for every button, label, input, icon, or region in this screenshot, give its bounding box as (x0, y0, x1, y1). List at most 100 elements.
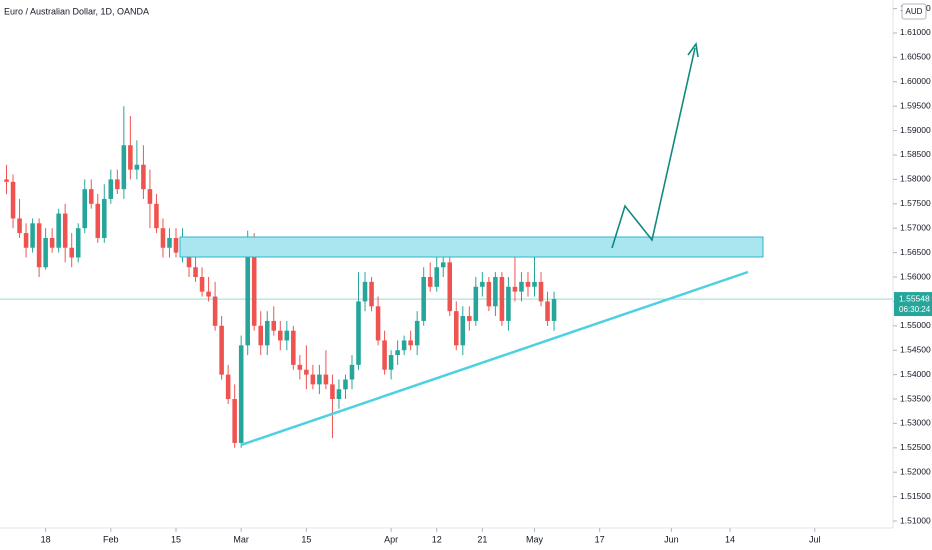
x-tick-label: Mar (233, 534, 249, 544)
x-tick-label: 17 (595, 534, 605, 544)
candle-body (467, 316, 472, 321)
y-tick-label: 1.54500 (900, 344, 931, 354)
candle-body (323, 374, 329, 385)
candle-body (23, 233, 29, 248)
trend-line (240, 270, 749, 447)
candle-body (17, 218, 22, 234)
candle-body (310, 374, 316, 385)
currency-label: AUD (906, 7, 923, 16)
candle-body (304, 369, 309, 375)
x-tick-label: 15 (171, 534, 181, 544)
candle-body (440, 262, 446, 268)
candle-body (362, 281, 368, 302)
candle-body (160, 228, 166, 248)
chart-title: Euro / Australian Dollar, 1D, OANDA (4, 6, 149, 16)
x-tick-label: Apr (384, 534, 398, 544)
y-tick-label: 1.54000 (900, 369, 931, 379)
y-tick-label: 1.56000 (900, 271, 931, 281)
candle-body (414, 320, 420, 346)
y-tick-label: 1.59500 (900, 100, 931, 110)
candle-body (460, 316, 466, 346)
y-tick-label: 1.61000 (900, 27, 931, 37)
candle-body (206, 291, 211, 297)
y-tick-label: 1.59000 (900, 125, 931, 135)
y-tick-label: 1.60000 (900, 76, 931, 86)
candle-body (356, 301, 361, 365)
candle-body (108, 179, 114, 199)
candle-body (115, 179, 120, 190)
candle-body (506, 286, 511, 321)
candle-body (343, 379, 348, 390)
candle-body (271, 320, 277, 331)
y-tick-label: 1.58500 (900, 149, 931, 159)
candle-body (128, 145, 133, 170)
y-tick-label: 1.60500 (900, 52, 931, 62)
candle-body (519, 281, 524, 292)
y-tick-label: 1.52500 (900, 442, 931, 452)
candle-body (121, 145, 127, 190)
last-price-box (894, 292, 932, 317)
candle-body (480, 281, 485, 287)
candle-body (95, 203, 101, 238)
candle-body (212, 296, 218, 326)
candle-body (75, 228, 81, 258)
countdown-label: 06:30:24 (899, 305, 931, 314)
candle-body (401, 340, 407, 351)
candle-body (264, 320, 270, 346)
candle-body (43, 237, 48, 268)
x-tick-label: Jun (664, 534, 679, 544)
candle-body (382, 340, 387, 370)
last-price-label: 1.55548 (899, 293, 930, 303)
x-tick-label: 14 (725, 534, 735, 544)
y-tick-label: 1.58000 (900, 174, 931, 184)
y-tick-label: 1.53500 (900, 393, 931, 403)
candle-body (251, 237, 257, 326)
candle-body (473, 286, 479, 321)
x-tick-label: 12 (432, 534, 442, 544)
candle-body (193, 267, 198, 278)
candle-body (349, 364, 355, 380)
candle-body (167, 237, 172, 248)
y-tick-label: 1.56500 (900, 247, 931, 257)
candle-body (154, 203, 159, 229)
candle-body (512, 286, 518, 292)
x-tick-label: 21 (477, 534, 487, 544)
candle-body (493, 277, 498, 307)
candle-body (388, 355, 394, 370)
candle-body (4, 179, 9, 182)
candle-body (434, 267, 440, 287)
candle-body (258, 325, 264, 346)
y-tick-label: 1.55000 (900, 320, 931, 330)
candle-body (102, 198, 107, 238)
candle-body (545, 301, 550, 321)
candle-body (36, 223, 42, 268)
candle-body (336, 389, 342, 400)
candle-body (56, 213, 61, 248)
candle-body (291, 330, 296, 365)
candle-body (199, 277, 205, 292)
candle-body (278, 330, 283, 341)
y-tick-label: 1.51000 (900, 515, 931, 525)
x-tick-label: 15 (301, 534, 311, 544)
candle-body (551, 299, 557, 321)
y-tick-label: 1.52000 (900, 466, 931, 476)
candle-body (141, 164, 146, 190)
y-tick-label: 1.53000 (900, 418, 931, 428)
candle-body (369, 281, 374, 307)
candle-body (30, 223, 35, 248)
y-tick-label: 1.57000 (900, 222, 931, 232)
x-tick-label: 18 (41, 534, 51, 544)
candle-body (525, 281, 531, 287)
arrow-head (687, 41, 699, 58)
candle-body (297, 364, 303, 370)
candle-body (486, 281, 492, 307)
candle-body (427, 277, 433, 287)
candle-body (88, 189, 94, 204)
candle-body (134, 164, 140, 170)
candle-body (238, 345, 244, 443)
candle-body (538, 281, 544, 302)
y-tick-label: 1.57500 (900, 198, 931, 208)
